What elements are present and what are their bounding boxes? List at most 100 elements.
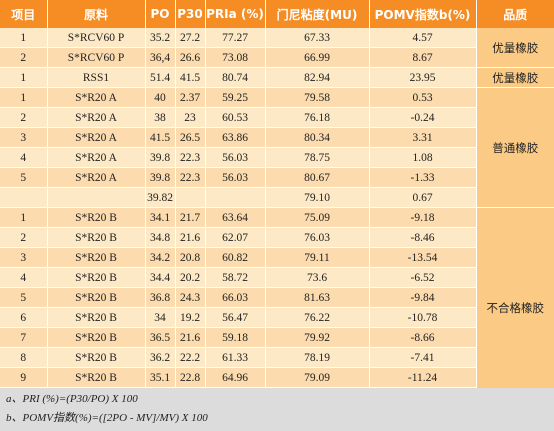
pri-cell: 59.18 [205, 327, 266, 348]
grade-cell: 优量橡胶 [476, 67, 554, 88]
mooney-cell: 79.09 [265, 367, 370, 388]
mooney-cell: 80.34 [265, 127, 370, 148]
item-cell: 2 [0, 107, 48, 128]
table-row: 2 S*R20 A 38 23 60.53 76.18 -0.24 [0, 107, 554, 128]
po-cell: 39.82 [145, 187, 176, 208]
mooney-cell: 79.58 [265, 87, 370, 108]
mooney-cell: 79.10 [265, 187, 370, 208]
material-cell: S*R20 B [47, 267, 146, 288]
pomv-cell: 0.67 [369, 187, 477, 208]
pomv-cell: 23.95 [369, 67, 477, 88]
material-cell: S*R20 B [47, 247, 146, 268]
mooney-cell: 79.92 [265, 327, 370, 348]
table-row: 4 S*R20 A 39.8 22.3 56.03 78.75 1.08 [0, 147, 554, 168]
p30-cell: 22.3 [175, 147, 206, 168]
p30-cell: 19.2 [175, 307, 206, 328]
pri-cell: 63.64 [205, 207, 266, 228]
table-row: 5 S*R20 A 39.8 22.3 56.03 80.67 -1.33 [0, 167, 554, 188]
header-pomv: POMV指数b(%) [369, 0, 477, 28]
po-cell: 51.4 [145, 67, 176, 88]
pomv-cell: -9.18 [369, 207, 477, 228]
footnotes: a、PRI (%)=(P30/PO) X 100 b、POMV指数(%)=([2… [0, 388, 554, 431]
material-cell: S*R20 B [47, 347, 146, 368]
table-row: 5 S*R20 B 36.8 24.3 66.03 81.63 -9.84 [0, 287, 554, 308]
header-row: 项目 原料 PO P30 PRIa (%) 门尼粘度(MU) POMV指数b(%… [0, 0, 554, 28]
mooney-cell: 78.75 [265, 147, 370, 168]
header-po: PO [145, 0, 176, 28]
pomv-cell: -1.33 [369, 167, 477, 188]
material-cell: S*R20 A [47, 167, 146, 188]
material-cell [47, 187, 146, 208]
pomv-cell: -8.66 [369, 327, 477, 348]
pomv-cell: -7.41 [369, 347, 477, 368]
pomv-cell: -8.46 [369, 227, 477, 248]
material-cell: S*R20 A [47, 147, 146, 168]
table-row: 39.82 79.10 0.67 [0, 187, 554, 208]
table-row: 1 S*RCV60 P 35.2 27.2 77.27 67.33 4.57 优量橡胶 [0, 28, 554, 68]
p30-cell: 21.6 [175, 327, 206, 348]
table-row: 3 S*R20 A 41.5 26.5 63.86 80.34 3.31 [0, 127, 554, 148]
table-row: 4 S*R20 B 34.4 20.2 58.72 73.6 -6.52 [0, 267, 554, 288]
item-cell: 6 [0, 307, 48, 328]
item-cell: 3 [0, 247, 48, 268]
p30-cell: 22.8 [175, 367, 206, 388]
pri-cell: 80.74 [205, 67, 266, 88]
mooney-cell: 82.94 [265, 67, 370, 88]
item-cell: 4 [0, 147, 48, 168]
po-cell: 34.8 [145, 227, 176, 248]
header-pri: PRIa (%) [205, 0, 266, 28]
table-row: 8 S*R20 B 36.2 22.2 61.33 78.19 -7.41 [0, 347, 554, 368]
p30-cell: 21.6 [175, 227, 206, 248]
p30-cell: 27.2 [175, 28, 206, 48]
po-cell: 41.5 [145, 127, 176, 148]
table-row: 2 S*RCV60 P 36,4 26.6 73.08 66.99 8.67 [0, 47, 554, 68]
pomv-cell: 1.08 [369, 147, 477, 168]
po-cell: 34.2 [145, 247, 176, 268]
item-cell: 1 [0, 28, 48, 48]
header-mooney: 门尼粘度(MU) [265, 0, 370, 28]
header-item: 项目 [0, 0, 48, 28]
table-row: 7 S*R20 B 36.5 21.6 59.18 79.92 -8.66 [0, 327, 554, 348]
material-cell: RSS1 [47, 67, 146, 88]
p30-cell: 20.8 [175, 247, 206, 268]
grade-cell: 优量橡胶 [476, 28, 554, 68]
pri-cell: 77.27 [205, 28, 266, 48]
po-cell: 40 [145, 87, 176, 108]
po-cell: 39.8 [145, 147, 176, 168]
p30-cell: 24.3 [175, 287, 206, 308]
p30-cell: 22.3 [175, 167, 206, 188]
material-cell: S*R20 B [47, 307, 146, 328]
po-cell: 38 [145, 107, 176, 128]
table-row: 9 S*R20 B 35.1 22.8 64.96 79.09 -11.24 [0, 367, 554, 388]
grade-cell: 普通橡胶 [476, 87, 554, 208]
pomv-cell: 4.57 [369, 28, 477, 48]
item-cell: 3 [0, 127, 48, 148]
mooney-cell: 76.18 [265, 107, 370, 128]
p30-cell: 26.5 [175, 127, 206, 148]
pri-cell: 58.72 [205, 267, 266, 288]
material-cell: S*R20 B [47, 367, 146, 388]
pri-cell [205, 187, 266, 208]
header-material: 原料 [47, 0, 146, 28]
item-cell: 2 [0, 47, 48, 68]
material-cell: S*RCV60 P [47, 47, 146, 68]
table-row: 1 S*R20 A 40 2.37 59.25 79.58 0.53 普通橡胶 [0, 87, 554, 208]
pri-cell: 63.86 [205, 127, 266, 148]
material-cell: S*R20 A [47, 127, 146, 148]
footnote-a: a、PRI (%)=(P30/PO) X 100 [6, 393, 138, 405]
pri-cell: 60.82 [205, 247, 266, 268]
material-cell: S*R20 B [47, 207, 146, 228]
pomv-cell: -6.52 [369, 267, 477, 288]
po-cell: 36.2 [145, 347, 176, 368]
material-cell: S*R20 A [47, 107, 146, 128]
pomv-cell: 3.31 [369, 127, 477, 148]
po-cell: 39.8 [145, 167, 176, 188]
item-cell: 1 [0, 207, 48, 228]
header-grade: 品质 [476, 0, 554, 28]
item-cell: 1 [0, 67, 48, 88]
item-cell: 9 [0, 367, 48, 388]
item-cell: 1 [0, 87, 48, 108]
pri-cell: 66.03 [205, 287, 266, 308]
p30-cell: 20.2 [175, 267, 206, 288]
